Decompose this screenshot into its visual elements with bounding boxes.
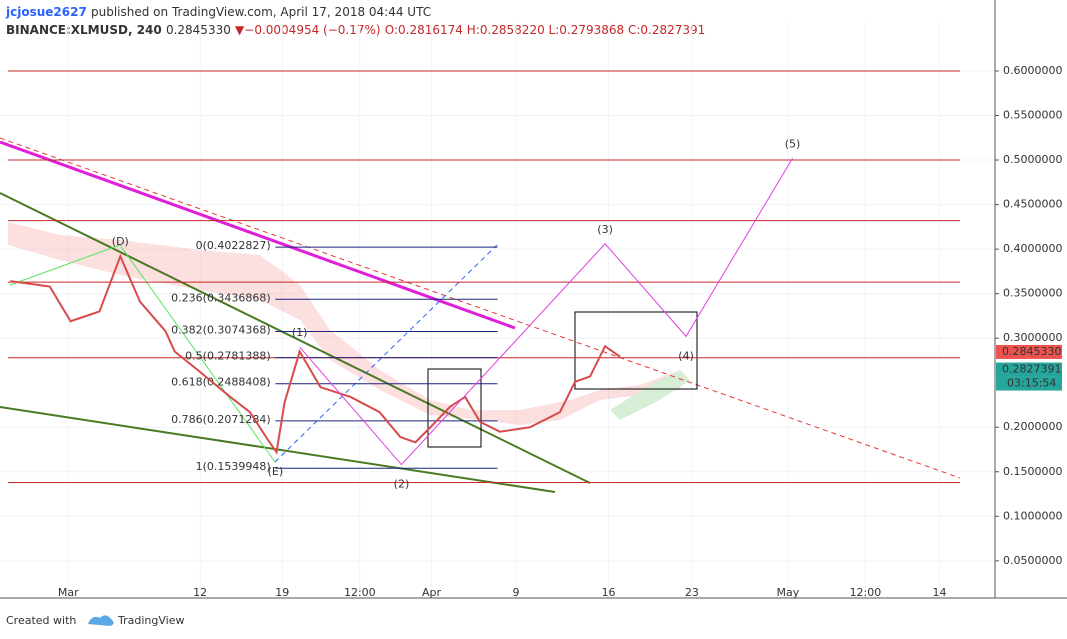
x-tick-label: 14: [932, 586, 946, 599]
fib-label: 1(0.1539948): [196, 460, 271, 473]
price-badge: [996, 344, 1062, 359]
y-tick-label: 0.3500000: [1003, 287, 1063, 300]
cloud: [8, 222, 680, 425]
y-tick-label: 0.4000000: [1003, 242, 1063, 255]
last: 0.2845330: [166, 23, 231, 37]
trendline: [0, 137, 961, 479]
price-badge-label: 0.2845330: [1002, 345, 1062, 358]
fib-label: 0.5(0.2781388): [185, 350, 271, 363]
wave-label: (1): [292, 326, 308, 339]
x-tick-label: Mar: [58, 586, 79, 599]
ohlc: O:0.2816174 H:0.2858220 L:0.2793868 C:0.…: [385, 23, 706, 37]
y-tick-label: 0.6000000: [1003, 64, 1063, 77]
wave-label: (2): [394, 478, 410, 491]
fib-label: 0.618(0.2488408): [171, 376, 271, 389]
symbol-line: BINANCE:XLMUSD, 240 0.2845330 ▼−0.000495…: [6, 23, 705, 37]
published: published on TradingView.com, April 17, …: [91, 5, 431, 19]
trendline: [0, 192, 591, 484]
wave-label: (E): [268, 465, 284, 478]
countdown: 03:15:54: [1007, 377, 1056, 390]
fib-label: 0.786(0.2071284): [171, 413, 271, 426]
footer-created: Created with: [6, 614, 76, 627]
fib-label: 0.236(0.3436868): [171, 291, 271, 304]
y-tick-label: 0.0500000: [1003, 554, 1063, 567]
x-tick-label: 16: [602, 586, 616, 599]
fib-trend: [274, 244, 498, 463]
wave-label: (4): [678, 349, 694, 362]
wave-projection: [299, 158, 793, 466]
y-tick-label: 0.5000000: [1003, 153, 1063, 166]
symbol: BINANCE:XLMUSD, 240: [6, 23, 162, 37]
y-tick-label: 0.1000000: [1003, 509, 1063, 522]
wave-label: (D): [112, 235, 129, 248]
y-tick-label: 0.3000000: [1003, 331, 1063, 344]
wave-label: (3): [597, 223, 613, 236]
author: jcjosue2627: [5, 5, 87, 19]
price-line: [10, 253, 621, 455]
footer-brand: TradingView: [117, 614, 184, 627]
header-line: jcjosue2627 published on TradingView.com…: [5, 5, 431, 19]
box: [574, 311, 698, 390]
wave-line: [9, 244, 276, 463]
price-badge: [996, 362, 1062, 377]
fib-label: 0.382(0.3074368): [171, 324, 271, 337]
logo: [88, 615, 114, 626]
change: ▼−0.0004954 (−0.17%): [235, 23, 381, 37]
x-tick-label: Apr: [422, 586, 442, 599]
countdown-badge: [996, 376, 1062, 391]
y-tick-label: 0.2000000: [1003, 420, 1063, 433]
wave-label: (5): [785, 137, 801, 150]
x-tick-label: 12:00: [344, 586, 376, 599]
fib-label: 0(0.4022827): [196, 239, 271, 252]
y-tick-label: 0.1500000: [1003, 465, 1063, 478]
y-tick-label: 0.4500000: [1003, 198, 1063, 211]
cloud: [610, 370, 690, 420]
x-tick-label: 9: [513, 586, 520, 599]
x-tick-label: 23: [685, 586, 699, 599]
price-badge-label: 0.2827391: [1002, 363, 1062, 376]
box: [427, 368, 482, 448]
y-tick-label: 0.5500000: [1003, 109, 1063, 122]
x-tick-label: 12:00: [850, 586, 882, 599]
x-tick-label: May: [777, 586, 800, 599]
clouds: [8, 222, 690, 425]
trendline: [0, 140, 516, 330]
x-tick-label: 12: [193, 586, 207, 599]
x-tick-label: 19: [275, 586, 289, 599]
